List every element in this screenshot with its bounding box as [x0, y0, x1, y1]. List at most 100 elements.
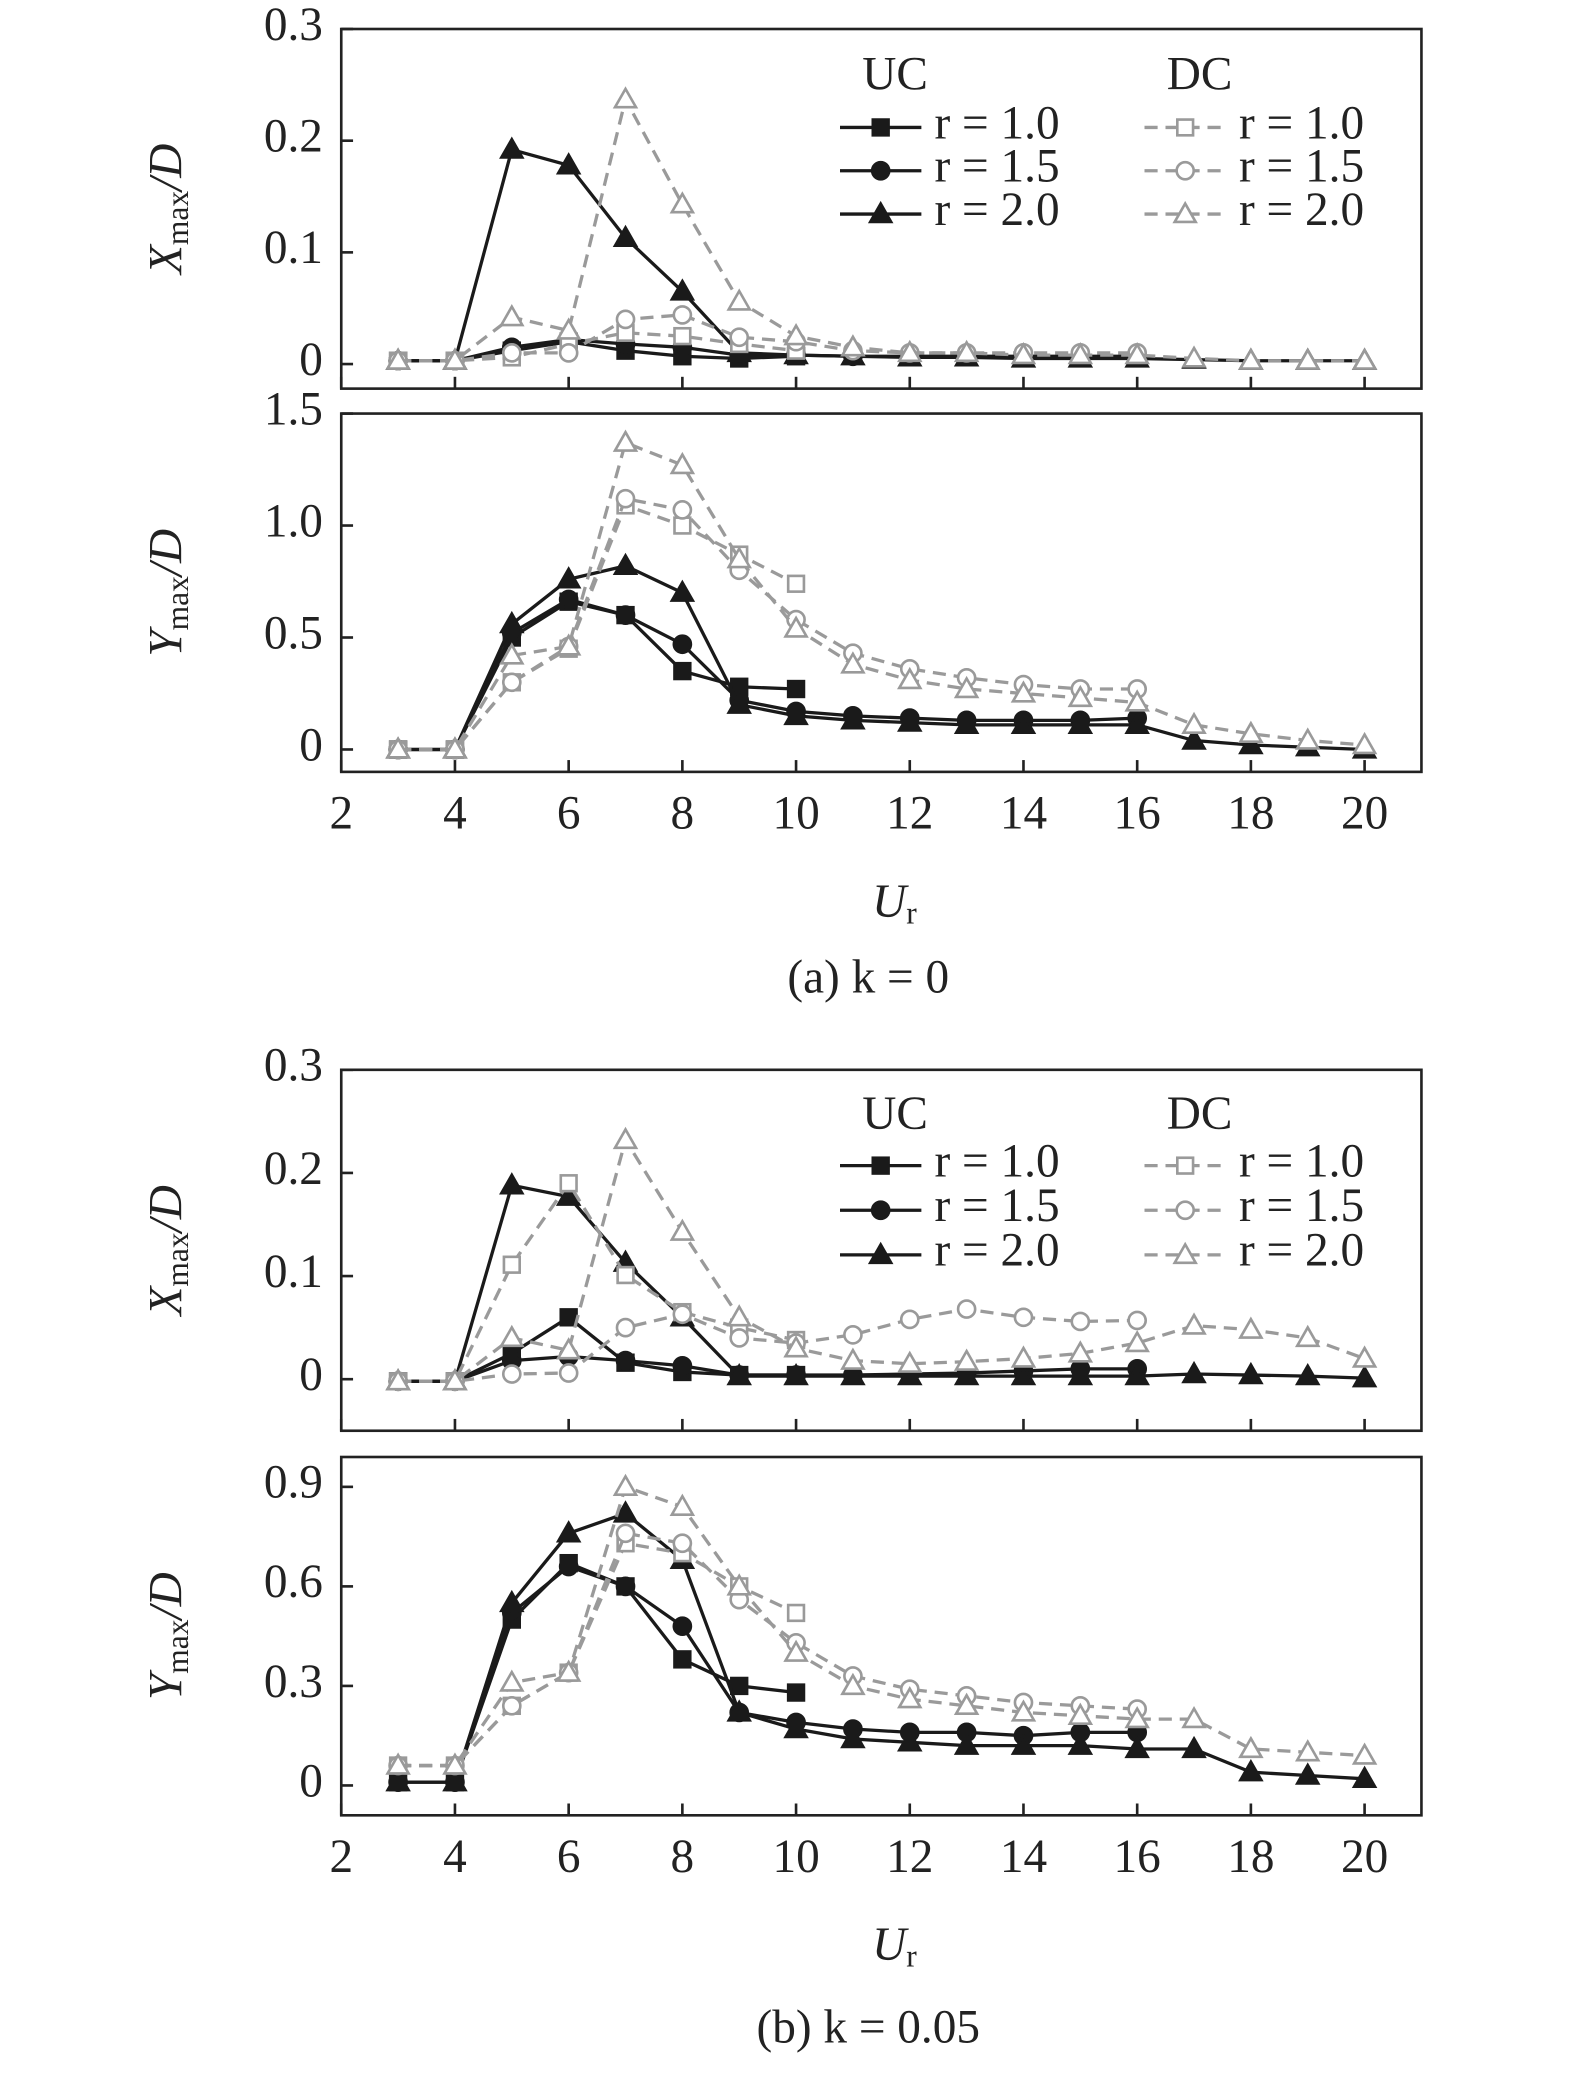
x-tick-label: 10: [772, 1831, 819, 1883]
y-label-subscript: max: [160, 191, 195, 245]
data-point: [1124, 1362, 1150, 1386]
x-tick-label: 18: [1227, 788, 1274, 840]
series-line: [398, 599, 797, 752]
data-point: [1010, 711, 1037, 735]
data-point: [843, 1325, 863, 1345]
data-point: [726, 1573, 752, 1596]
y-tick-label: 0.3: [264, 1040, 323, 1092]
x-tick-label: 10: [772, 788, 819, 840]
data-point: [558, 1556, 579, 1577]
legend-label: r = 2.0: [1239, 184, 1364, 236]
y-label-symbol: Y: [140, 626, 192, 657]
series-line: [398, 1135, 1366, 1383]
y-tick-label: 0.3: [264, 0, 323, 51]
data-point: [786, 1683, 806, 1702]
data-point: [1181, 1360, 1207, 1384]
x-tick-label: 14: [1000, 788, 1047, 840]
y-label-symbol: Y: [140, 1669, 192, 1700]
data-point: [783, 615, 809, 638]
data-point: [559, 1308, 578, 1327]
data-point: [953, 1692, 980, 1716]
data-point: [669, 1218, 696, 1241]
caption: (b) k = 0.05: [756, 2002, 980, 2054]
data-point: [1124, 341, 1150, 365]
data-point: [897, 1686, 923, 1709]
data-point: [726, 545, 752, 569]
data-point: [499, 1589, 525, 1613]
series-line: [398, 1183, 1365, 1383]
data-point: [1067, 1340, 1094, 1363]
y-label-suffix: /D: [140, 144, 192, 194]
y-tick-label: 1.0: [264, 495, 323, 547]
data-point: [555, 1337, 582, 1360]
data-point: [1067, 1732, 1094, 1755]
x-tick-label: 16: [1114, 1831, 1161, 1883]
data-point: [385, 1368, 411, 1391]
data-point: [673, 326, 692, 346]
data-point: [555, 1183, 582, 1206]
legend-marker: [870, 1200, 891, 1221]
data-point: [501, 1364, 522, 1384]
legend-label: r = 1.0: [1239, 1135, 1364, 1187]
data-point: [499, 1172, 525, 1195]
legend-marker: [867, 1241, 894, 1265]
x-tick-label: 12: [886, 1831, 933, 1883]
data-point: [897, 1350, 923, 1373]
legend-marker: [1175, 160, 1196, 181]
data-point: [612, 224, 639, 248]
data-point: [1294, 1762, 1321, 1785]
data-point: [672, 1355, 693, 1376]
legend-label: r = 1.0: [1239, 97, 1364, 149]
legend-marker: [871, 1156, 890, 1175]
x-label-subscript: r: [906, 895, 917, 930]
data-point: [558, 589, 579, 610]
data-point: [1181, 711, 1207, 735]
data-point: [442, 347, 468, 370]
y-tick-label: 0.5: [264, 607, 323, 659]
x-tick-label: 20: [1341, 788, 1388, 840]
data-point: [555, 633, 582, 656]
data-point: [953, 1732, 980, 1755]
x-tick-label: 8: [671, 788, 695, 840]
data-point: [555, 566, 582, 589]
data-point: [1294, 1324, 1321, 1348]
data-point: [385, 1752, 411, 1775]
plot-frame: [339, 1068, 1423, 1433]
data-point: [953, 711, 980, 735]
data-point: [615, 1523, 636, 1544]
y-tick-label: 0.3: [264, 1656, 323, 1708]
data-point: [783, 322, 809, 346]
data-point: [499, 642, 525, 665]
data-point: [1067, 341, 1094, 365]
legend-title: UC: [862, 1088, 928, 1140]
y-axis-label: Ymax/D: [140, 1572, 195, 1700]
data-point: [1294, 1362, 1321, 1386]
data-point: [726, 1699, 752, 1722]
data-point: [840, 707, 866, 730]
data-point: [1181, 1312, 1207, 1335]
data-point: [840, 651, 866, 674]
legend-marker: [1172, 200, 1198, 224]
x-label-symbol: U: [872, 1919, 909, 1971]
legend-label: r = 1.5: [1239, 1180, 1364, 1232]
series-line: [398, 1180, 797, 1383]
data-point: [726, 691, 752, 714]
data-point: [1238, 1759, 1264, 1782]
x-label-symbol: U: [872, 876, 909, 928]
data-point: [1124, 711, 1150, 735]
data-point: [502, 1255, 521, 1274]
data-point: [1238, 1316, 1264, 1339]
legend-label: r = 1.5: [935, 141, 1060, 193]
x-axis-label: Ur: [872, 876, 917, 931]
data-point: [442, 1768, 468, 1792]
y-label-suffix: /D: [140, 529, 192, 579]
legend-label: r = 1.5: [1239, 141, 1364, 193]
legend-label: r = 2.0: [935, 184, 1060, 236]
data-point: [1351, 1765, 1378, 1788]
data-point: [501, 672, 522, 693]
series-line: [398, 440, 1365, 752]
data-point: [1294, 727, 1321, 750]
data-point: [672, 500, 693, 520]
y-label-suffix: /D: [140, 1185, 192, 1235]
data-point: [783, 1362, 809, 1386]
